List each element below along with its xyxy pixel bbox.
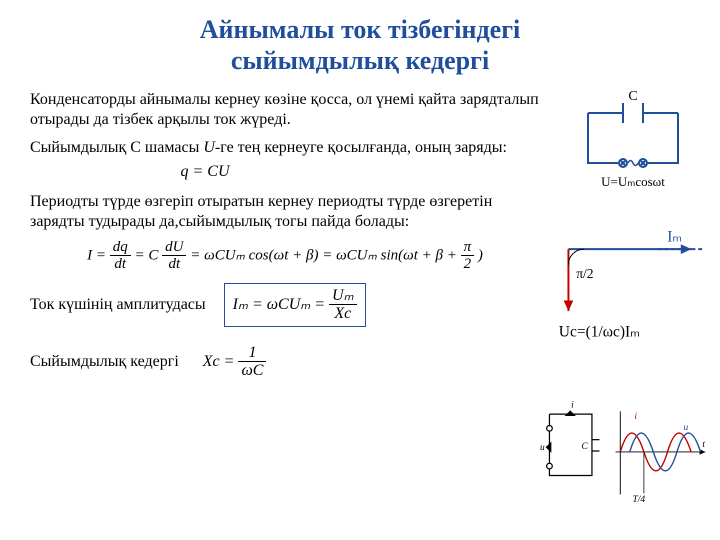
circuit-label-c: C [628, 89, 637, 104]
paragraph-5: Сыйымдылық кедергі [30, 353, 179, 370]
circuit-label-u: U=Uₘcosωt [601, 174, 665, 189]
frac-1-wc: 1ωC [238, 345, 266, 380]
eq-i-right: = ωCUₘ cos(ωt + β) = ωCUₘ sin(ωt + β + [190, 248, 460, 264]
eq-im-box: Iₘ = ωCUₘ = UₘXc [224, 283, 366, 328]
figure-circuit: C U=Uₘcosωt [568, 88, 698, 198]
figure-waveform: i u C i u t T/4 [540, 400, 710, 504]
phasor-label-angle: π/2 [576, 266, 594, 281]
eq-current: I = dqdt = C dUdt = ωCUₘ cos(ωt + β) = ω… [30, 240, 540, 273]
frac-dq-dt: dqdt [110, 240, 131, 273]
eq-xc-left: Xc = [203, 353, 239, 370]
eq-i-mid1: = C [135, 248, 163, 264]
wave-u-label: u [540, 443, 545, 453]
wave-u-curve: u [684, 423, 689, 433]
eq-xc: Xc = 1ωC [203, 345, 267, 380]
frac-um-xc: UₘXc [329, 288, 357, 323]
phasor-label-im: Iₘ [667, 228, 682, 245]
wave-t-label: t [702, 440, 705, 450]
figure-phasor: Iₘ π/2 Uc=(1/ωc)Iₘ [551, 222, 706, 348]
title-line2: сыйымдылық кедергі [231, 46, 489, 75]
eq-q: q = CU [0, 162, 540, 182]
paragraph-1: Конденсаторды айнымалы кернеу көзіне қос… [30, 90, 540, 130]
title-line1: Айнымалы ток тізбегіндегі [200, 15, 520, 44]
eq-i-left: I = [87, 248, 110, 264]
wave-i-curve: i [634, 412, 637, 422]
wave-c-label: C [582, 442, 589, 452]
eq-i-end: ) [478, 248, 483, 264]
row-amplitude: Ток күшінің амплитудасы Iₘ = ωCUₘ = UₘXc [30, 283, 540, 328]
row-xc: Сыйымдылық кедергі Xc = 1ωC [30, 345, 540, 380]
frac-pi-2: π2 [461, 240, 475, 273]
paragraph-4: Ток күшінің амплитудасы [30, 295, 206, 312]
p2-a: Сыйымдылық С шамасы [30, 139, 203, 156]
paragraph-3: Периодты түрде өзгеріп отыратын кернеу п… [30, 192, 540, 232]
p2-b: U [203, 139, 215, 156]
main-content: Конденсаторды айнымалы кернеу көзіне қос… [30, 90, 540, 380]
frac-du-dt: dUdt [162, 240, 186, 273]
eq-im-left: Iₘ = ωCUₘ = [233, 295, 329, 312]
p2-c: -ге тең кернеуге қосылғанда, оның заряды… [215, 139, 507, 156]
wave-t4-label: T/4 [633, 495, 646, 504]
paragraph-2: Сыйымдылық С шамасы U-ге тең кернеуге қо… [30, 138, 540, 182]
phasor-label-uc: Uc=(1/ωc)Iₘ [559, 323, 640, 340]
wave-i-label: i [571, 401, 574, 411]
